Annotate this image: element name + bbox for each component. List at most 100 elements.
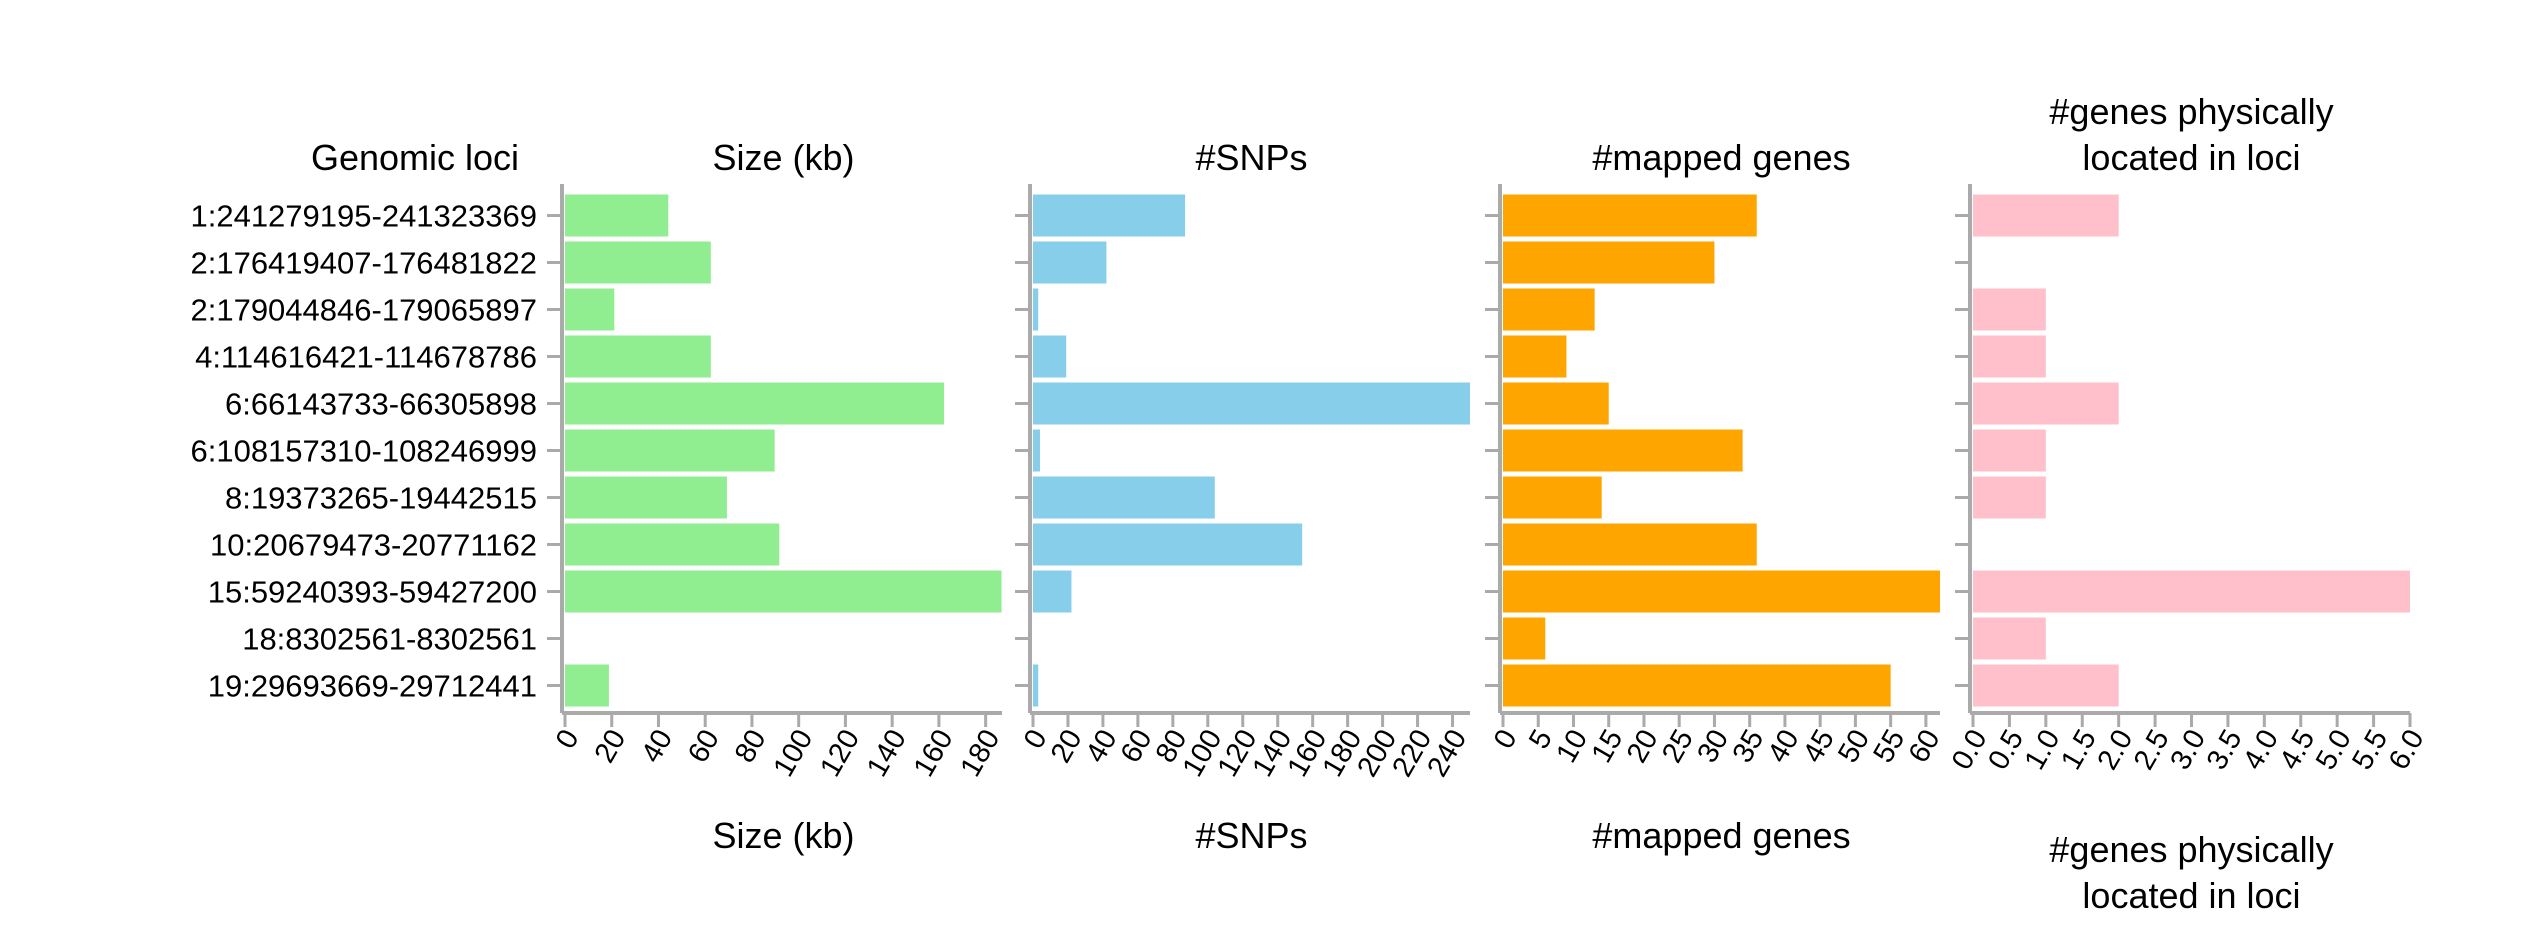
x-tick-label: 25	[1656, 724, 1700, 768]
bar	[1503, 288, 1595, 331]
x-tick-label: 20	[589, 724, 633, 768]
x-tick-label: 4.5	[2274, 724, 2322, 775]
bar	[1503, 664, 1891, 707]
x-tick-label: 1.5	[2055, 724, 2103, 775]
bar	[1973, 476, 2046, 519]
bar	[565, 429, 775, 472]
bar	[1033, 382, 1470, 425]
bar	[565, 382, 945, 425]
x-tick-label: 45	[1797, 724, 1841, 768]
x-tick-label: 60	[682, 724, 726, 768]
x-axis-label: #genes physically located in loci	[2049, 829, 2333, 916]
x-tick-label: 180	[954, 724, 1006, 782]
bar	[565, 664, 609, 707]
x-tick-label: 3.5	[2201, 724, 2249, 775]
x-tick-label: 0.0	[1946, 724, 1994, 775]
locus-label: 1:241279195-241323369	[190, 199, 537, 234]
bar	[1973, 617, 2046, 660]
bar	[1973, 335, 2046, 378]
bar	[1973, 382, 2119, 425]
bar	[1033, 335, 1067, 378]
x-tick-label: 35	[1727, 724, 1771, 768]
bar	[565, 476, 727, 519]
bar	[1973, 429, 2046, 472]
x-tick-label: 240	[1421, 724, 1473, 782]
x-axis-label: #SNPs	[1195, 815, 1307, 856]
panel-title: #SNPs	[1195, 137, 1307, 178]
bar	[1033, 476, 1215, 519]
locus-label: 8:19373265-19442515	[225, 481, 537, 516]
row-header: Genomic loci	[311, 137, 519, 178]
x-tick-label: 15	[1586, 724, 1630, 768]
locus-label: 2:179044846-179065897	[190, 293, 537, 328]
x-tick-label: 60	[1115, 724, 1159, 768]
locus-label: 19:29693669-29712441	[208, 669, 537, 704]
locus-label: 4:114616421-114678786	[195, 340, 537, 375]
locus-label: 15:59240393-59427200	[208, 575, 537, 610]
bar	[1973, 570, 2410, 613]
bar	[1503, 382, 1609, 425]
x-tick-label: 40	[1080, 724, 1124, 768]
locus-label: 6:108157310-108246999	[190, 434, 537, 469]
x-tick-label: 6.0	[2383, 724, 2431, 775]
x-tick-label: 140	[861, 724, 913, 782]
x-tick-label: 30	[1691, 724, 1735, 768]
bar	[1033, 523, 1303, 566]
x-tick-label: 100	[767, 724, 819, 782]
panel-title: #genes physically located in loci	[2049, 91, 2333, 178]
x-tick-label: 20	[1621, 724, 1665, 768]
bar	[1973, 194, 2119, 237]
bar	[1033, 570, 1072, 613]
bar	[565, 570, 1002, 613]
locus-label: 2:176419407-176481822	[190, 246, 537, 281]
x-tick-label: 20	[1045, 724, 1089, 768]
x-tick-label: 40	[635, 724, 679, 768]
x-tick-label: 2.5	[2128, 724, 2176, 775]
x-tick-label: 50	[1832, 724, 1876, 768]
x-tick-label: 1.0	[2019, 724, 2067, 775]
x-axis-label: #mapped genes	[1592, 815, 1850, 856]
x-tick-label: 55	[1868, 724, 1912, 768]
x-tick-label: 40	[1762, 724, 1806, 768]
x-tick-label: 120	[814, 724, 866, 782]
bar	[1503, 194, 1757, 237]
bar	[1033, 664, 1039, 707]
x-tick-label: 80	[729, 724, 773, 768]
x-tick-label: 10	[1550, 724, 1594, 768]
bar	[565, 194, 669, 237]
bar	[1503, 617, 1546, 660]
bar	[1503, 241, 1715, 284]
x-tick-label: 60	[1903, 724, 1947, 768]
bar	[565, 241, 711, 284]
panel-title: #mapped genes	[1592, 137, 1850, 178]
bar	[1033, 241, 1107, 284]
x-axis-label: Size (kb)	[712, 815, 854, 856]
locus-label: 10:20679473-20771162	[210, 528, 537, 563]
locus-label: 6:66143733-66305898	[225, 387, 537, 422]
x-tick-label: 5.0	[2310, 724, 2358, 775]
x-tick-label: 4.0	[2237, 724, 2285, 775]
bar	[565, 288, 615, 331]
x-tick-label: 2.0	[2091, 724, 2139, 775]
x-tick-label: 0	[1488, 724, 1524, 754]
bar	[1503, 523, 1757, 566]
x-tick-label: 5.5	[2346, 724, 2394, 775]
bar	[1503, 335, 1567, 378]
x-tick-label: 3.0	[2164, 724, 2212, 775]
bar	[1033, 194, 1186, 237]
x-tick-label: 160	[908, 724, 960, 782]
bar	[565, 335, 711, 378]
locus-label: 18:8302561-8302561	[242, 622, 537, 657]
panel-title: Size (kb)	[712, 137, 854, 178]
bar	[1033, 288, 1039, 331]
bar	[1033, 429, 1040, 472]
bar	[1973, 288, 2046, 331]
x-tick-label: 0.5	[1982, 724, 2030, 775]
x-tick-label: 0	[550, 724, 586, 754]
bar	[565, 523, 780, 566]
bar	[1503, 429, 1743, 472]
bar	[1503, 476, 1602, 519]
bar	[1973, 664, 2119, 707]
